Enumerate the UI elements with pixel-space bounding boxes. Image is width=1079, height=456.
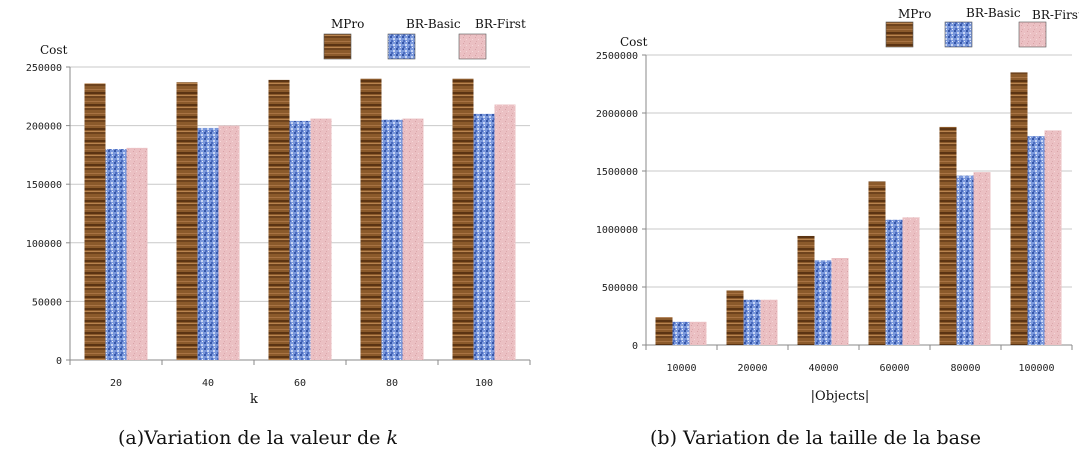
legend-label-first: BR-First xyxy=(475,17,526,31)
bar-mpro-80000 xyxy=(939,126,957,345)
bar-basic-80 xyxy=(381,119,403,361)
y-tick-label: 2000000 xyxy=(596,109,638,120)
x-tick-label: 10000 xyxy=(666,363,696,374)
legend-swatch-basic xyxy=(944,21,973,48)
y-tick-label: 250000 xyxy=(26,63,62,74)
caption-a-var: k xyxy=(386,427,398,449)
bar-first-60 xyxy=(310,118,332,361)
bar-first-100 xyxy=(494,104,516,360)
bar-mpro-20000 xyxy=(726,290,744,345)
bar-basic-60 xyxy=(289,120,311,360)
bar-first-20000 xyxy=(760,299,778,345)
legend-label-first: BR-First xyxy=(1032,8,1079,22)
bar-basic-20 xyxy=(105,149,127,360)
bar-first-40000 xyxy=(831,258,849,345)
caption-a-text: (a)Variation de la valeur de xyxy=(118,427,386,449)
bar-basic-80000 xyxy=(956,175,974,345)
y-tick-label: 0 xyxy=(56,356,62,367)
bar-basic-60000 xyxy=(885,219,903,345)
bar-mpro-40 xyxy=(176,82,198,361)
chart-k-variation: 0 50000 100000 150000 200000 250000 20 40 60 80 10… xyxy=(26,17,531,407)
y-tick-label: 200000 xyxy=(26,122,62,133)
x-tick-label: 100000 xyxy=(1018,363,1054,374)
bar-first-40 xyxy=(218,125,240,360)
x-tick-label: 60000 xyxy=(879,363,909,374)
x-tick-label: 40000 xyxy=(808,363,838,374)
bar-basic-40000 xyxy=(814,260,832,345)
y-axis-label: Cost xyxy=(620,35,648,49)
bar-basic-40 xyxy=(197,127,219,360)
bar-basic-100000 xyxy=(1027,136,1045,345)
legend-label-basic: BR-Basic xyxy=(966,6,1021,20)
y-tick-label: 0 xyxy=(632,341,638,352)
bar-first-60000 xyxy=(902,217,920,345)
bar-mpro-20 xyxy=(84,83,106,361)
bar-first-20 xyxy=(126,147,148,360)
legend-swatch-first xyxy=(1018,21,1047,48)
y-tick-label: 50000 xyxy=(32,297,62,308)
legend-label-basic: BR-Basic xyxy=(406,17,461,31)
bar-mpro-80 xyxy=(360,78,382,360)
bar-basic-20000 xyxy=(743,299,761,345)
legend: MPro BR-Basic BR-First xyxy=(885,6,1079,48)
legend-swatch-basic xyxy=(387,33,416,60)
y-tick-label: 100000 xyxy=(26,239,62,250)
x-tick-label: 20000 xyxy=(737,363,767,374)
bar-basic-10000 xyxy=(672,321,690,345)
x-tick-label: 40 xyxy=(202,378,214,389)
bar-mpro-100 xyxy=(452,78,474,360)
chart-objects-variation: 0 500000 1000000 1500000 2000000 2500000 10000… xyxy=(596,6,1079,404)
bar-first-80000 xyxy=(973,172,991,345)
x-tick-label: 80000 xyxy=(950,363,980,374)
bar-first-100000 xyxy=(1044,130,1062,345)
legend-swatch-mpro xyxy=(885,21,914,48)
x-tick-label: 60 xyxy=(294,378,306,389)
bar-mpro-60000 xyxy=(868,181,886,345)
y-tick-label: 500000 xyxy=(602,283,638,294)
x-axis-label: k xyxy=(250,392,258,407)
bar-basic-100 xyxy=(473,113,495,360)
legend: MPro BR-Basic BR-First xyxy=(323,17,526,60)
y-tick-label: 1000000 xyxy=(596,225,638,236)
legend-swatch-mpro xyxy=(323,33,352,60)
bar-first-80 xyxy=(402,118,424,361)
y-tick-label: 2500000 xyxy=(596,51,638,62)
x-tick-label: 80 xyxy=(386,378,398,389)
legend-label-mpro: MPro xyxy=(331,17,364,31)
bar-first-10000 xyxy=(689,321,707,345)
legend-swatch-first xyxy=(458,33,487,60)
legend-label-mpro: MPro xyxy=(898,7,931,21)
x-axis-label: |Objects| xyxy=(811,389,870,404)
x-tick-label: 100 xyxy=(475,378,493,389)
caption-b: (b) Variation de la taille de la base xyxy=(650,427,981,449)
bar-mpro-60 xyxy=(268,79,290,360)
bar-mpro-100000 xyxy=(1010,72,1028,346)
y-tick-label: 1500000 xyxy=(596,167,638,178)
y-tick-label: 150000 xyxy=(26,180,62,191)
bar-mpro-10000 xyxy=(655,317,673,345)
x-tick-label: 20 xyxy=(110,378,122,389)
caption-a: (a)Variation de la valeur de k xyxy=(118,427,398,449)
y-axis-label: Cost xyxy=(40,43,68,57)
bar-mpro-40000 xyxy=(797,235,815,345)
